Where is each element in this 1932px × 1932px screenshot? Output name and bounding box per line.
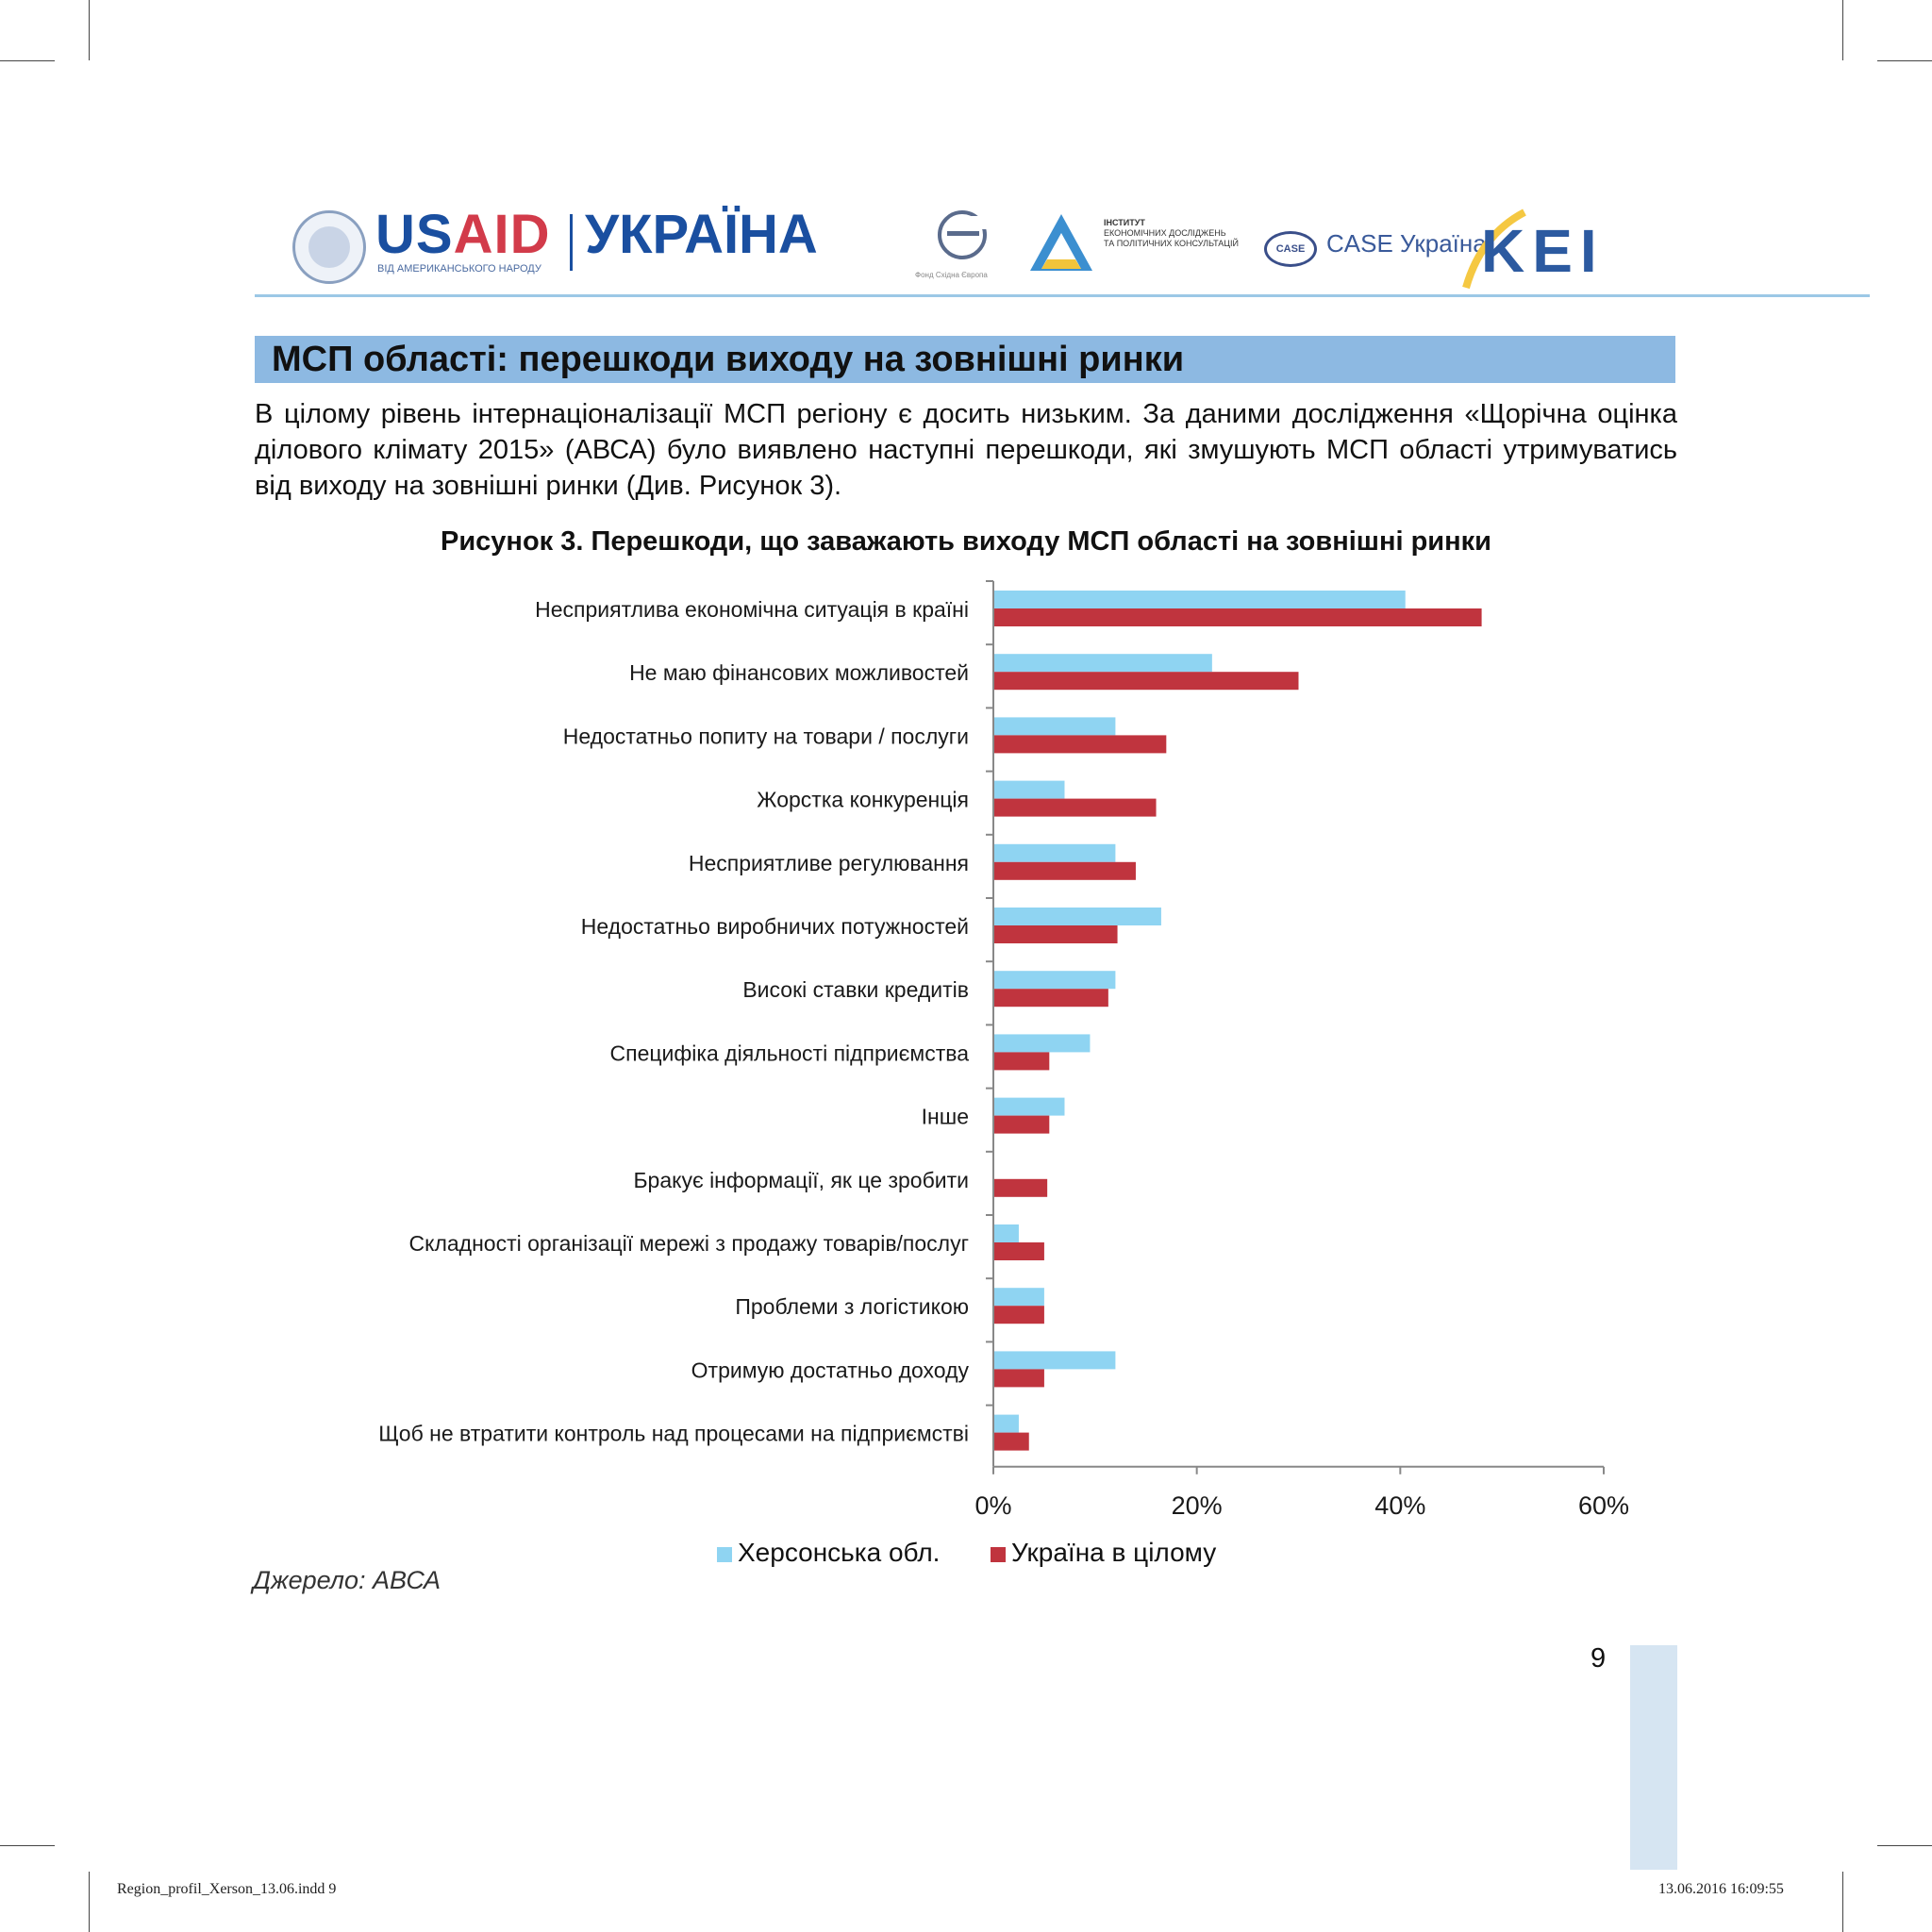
institute-triangle-logo-icon (1030, 214, 1092, 271)
category-label: Щоб не втратити контроль над процесами н… (378, 1422, 969, 1446)
logo-divider (570, 214, 573, 271)
category-label: Високі ставки кредитів (742, 977, 969, 1002)
bar-kherson (993, 971, 1116, 990)
category-label: Складності організації мережі з продажу … (409, 1231, 969, 1256)
header-rule (255, 294, 1870, 297)
page-tab (1630, 1645, 1677, 1870)
category-label: Жорстка конкуренція (757, 788, 969, 812)
legend-item-kherson: Херсонська обл. (717, 1538, 940, 1568)
legend-item-ukraine: Україна в цілому (991, 1538, 1216, 1568)
bar-kherson (993, 1414, 1019, 1433)
kei-logo: KEI (1481, 217, 1605, 285)
institute-logo-text: ІНСТИТУТ ЕКОНОМІЧНИХ ДОСЛІДЖЕНЬ ТА ПОЛІТ… (1104, 218, 1239, 248)
bar-ukraine (993, 608, 1482, 626)
bar-kherson (993, 717, 1116, 736)
category-label: Отримую достатньо доходу (691, 1357, 970, 1382)
footer-file-name: Region_profil_Xerson_13.06.indd 9 (117, 1881, 337, 1897)
bar-ukraine (993, 1115, 1050, 1134)
crop-mark (89, 0, 90, 60)
bar-ukraine (993, 1306, 1044, 1324)
legend-label-ukraine: Україна в цілому (1011, 1538, 1217, 1567)
category-label: Проблеми з логістикою (735, 1294, 969, 1319)
page-number: 9 (1591, 1643, 1607, 1674)
figure-title: Рисунок 3. Перешкоди, що заважають виход… (441, 526, 1491, 557)
crop-mark (1877, 60, 1932, 61)
bar-ukraine (993, 672, 1299, 691)
category-label: Інше (922, 1105, 969, 1129)
kei-swoosh-icon (1462, 208, 1526, 290)
category-label: Недостатньо виробничих потужностей (581, 914, 969, 939)
x-tick-label: 20% (1172, 1491, 1223, 1520)
bar-kherson (993, 654, 1212, 673)
bar-ukraine (993, 989, 1108, 1008)
crop-mark (1842, 1872, 1843, 1932)
usaid-logo: USAID (375, 204, 551, 265)
bar-kherson (993, 1224, 1019, 1242)
bar-ukraine (993, 861, 1136, 880)
category-label: Не маю фінансових можливостей (629, 660, 969, 685)
bar-kherson (993, 1097, 1065, 1116)
usaid-seal-icon (292, 210, 366, 284)
legend-label-kherson: Херсонська обл. (738, 1538, 941, 1567)
category-label: Несприятливе регулювання (689, 851, 969, 875)
x-tick-label: 0% (974, 1491, 1011, 1520)
x-tick-label: 60% (1578, 1491, 1629, 1520)
bar-kherson (993, 591, 1406, 608)
intro-paragraph: В цілому рівень інтернаціоналізації МСП … (255, 399, 1677, 501)
bar-kherson (993, 843, 1116, 862)
ukraina-logo: УКРАЇНА (585, 204, 818, 265)
bar-kherson (993, 1351, 1116, 1370)
x-tick-label: 40% (1374, 1491, 1425, 1520)
logo-header: USAID ВІД АМЕРИКАНСЬКОГО НАРОДУ УКРАЇНА … (255, 203, 1870, 297)
crop-mark (0, 60, 55, 61)
bar-kherson (993, 780, 1065, 799)
bar-kherson (993, 908, 1161, 925)
section-title: МСП області: перешкоди виходу на зовнішн… (255, 336, 1675, 383)
category-label: Недостатньо попиту на товари / послуги (563, 724, 969, 748)
footer-timestamp: 13.06.2016 16:09:55 (1658, 1881, 1784, 1897)
crop-mark (1877, 1845, 1932, 1846)
legend-swatch-ukraine (991, 1546, 1006, 1562)
east-europe-foundation-caption: Фонд Східна Європа (915, 271, 988, 279)
bar-ukraine (993, 1052, 1050, 1071)
usaid-tagline: ВІД АМЕРИКАНСЬКОГО НАРОДУ (377, 263, 541, 275)
bar-kherson (993, 1288, 1044, 1307)
category-label: Несприятлива економічна ситуація в країн… (535, 597, 969, 622)
bar-ukraine (993, 1242, 1044, 1260)
case-oval-logo: CASE (1264, 231, 1317, 267)
bar-ukraine (993, 1178, 1048, 1197)
crop-mark (1842, 0, 1843, 60)
source-note: Джерело: АВСА (253, 1566, 441, 1594)
bar-ukraine (993, 1369, 1044, 1388)
case-ukraine-logo: CASE Україна (1326, 229, 1487, 258)
bar-ukraine (993, 735, 1167, 754)
bar-kherson (993, 1034, 1091, 1053)
crop-mark (89, 1872, 90, 1932)
category-label: Специфіка діяльності підприємства (610, 1041, 970, 1065)
crop-mark (0, 1845, 55, 1846)
bar-ukraine (993, 798, 1157, 817)
east-europe-foundation-logo-icon (938, 210, 989, 259)
category-label: Бракує інформації, як це зробити (633, 1168, 969, 1192)
bar-ukraine (993, 1432, 1029, 1451)
bar-ukraine (993, 925, 1118, 943)
legend-swatch-kherson (717, 1546, 732, 1562)
